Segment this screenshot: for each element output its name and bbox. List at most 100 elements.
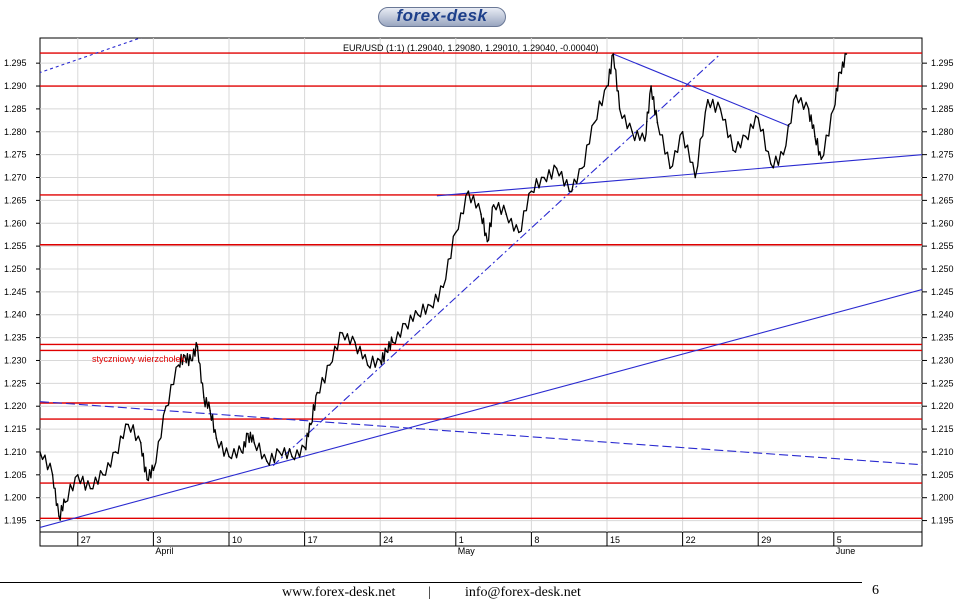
y-tick-label-left: 1.275 bbox=[4, 150, 27, 160]
price-point bbox=[253, 442, 255, 444]
y-tick-label: 1.230 bbox=[931, 355, 954, 365]
price-point bbox=[581, 167, 583, 170]
price-point bbox=[568, 190, 570, 193]
trendline bbox=[613, 53, 790, 127]
price-point bbox=[467, 190, 470, 193]
price-point bbox=[757, 117, 759, 119]
y-tick-label: 1.205 bbox=[931, 470, 954, 480]
footer-website[interactable]: www.forex-desk.net bbox=[282, 585, 396, 600]
y-tick-label: 1.225 bbox=[931, 378, 954, 388]
price-point bbox=[543, 176, 545, 179]
x-tick-label: 5 bbox=[837, 535, 842, 545]
price-point bbox=[329, 364, 331, 366]
price-point bbox=[58, 515, 60, 517]
y-tick-label-left: 1.250 bbox=[4, 264, 27, 274]
price-point bbox=[209, 409, 211, 412]
y-tick-label-left: 1.200 bbox=[4, 493, 27, 503]
price-point bbox=[366, 364, 369, 366]
x-tick-label: 8 bbox=[534, 535, 539, 545]
price-point bbox=[392, 341, 394, 343]
price-point bbox=[530, 190, 533, 193]
x-tick-label: 1 bbox=[459, 535, 464, 545]
y-tick-label-left: 1.195 bbox=[4, 516, 27, 526]
y-tick-label: 1.250 bbox=[931, 264, 954, 274]
price-point bbox=[341, 332, 344, 334]
price-point bbox=[140, 442, 142, 444]
trendline bbox=[40, 38, 142, 74]
price-point bbox=[442, 286, 445, 289]
price-point bbox=[807, 108, 810, 110]
y-tick-label: 1.290 bbox=[931, 81, 954, 91]
price-point bbox=[316, 391, 319, 394]
price-point bbox=[656, 121, 659, 124]
y-tick-label: 1.215 bbox=[931, 424, 954, 434]
y-tick-label-left: 1.215 bbox=[4, 424, 27, 434]
y-tick-label-left: 1.245 bbox=[4, 287, 27, 297]
price-point bbox=[89, 487, 92, 490]
price-point bbox=[127, 423, 129, 426]
price-point bbox=[707, 98, 709, 101]
trendline bbox=[40, 401, 922, 466]
x-month-label: May bbox=[458, 546, 476, 556]
y-tick-label: 1.270 bbox=[931, 173, 954, 183]
x-tick-label: 3 bbox=[156, 535, 161, 545]
x-tick-label: 17 bbox=[308, 535, 318, 545]
price-point bbox=[240, 451, 243, 453]
price-point bbox=[555, 167, 558, 170]
price-point bbox=[820, 158, 822, 161]
price-point bbox=[266, 460, 268, 462]
y-tick-label: 1.220 bbox=[931, 401, 954, 411]
price-point bbox=[429, 304, 432, 307]
price-point bbox=[102, 474, 104, 476]
price-point bbox=[618, 108, 621, 110]
y-tick-label: 1.245 bbox=[931, 287, 954, 297]
y-tick-label: 1.285 bbox=[931, 104, 954, 114]
y-tick-label-left: 1.205 bbox=[4, 470, 27, 480]
y-tick-label-left: 1.270 bbox=[4, 173, 27, 183]
y-tick-label-left: 1.255 bbox=[4, 241, 27, 251]
y-tick-label-left: 1.230 bbox=[4, 355, 27, 365]
footer-email[interactable]: info@forex-desk.net bbox=[465, 585, 581, 600]
x-month-label: April bbox=[155, 546, 173, 556]
y-tick-label: 1.275 bbox=[931, 150, 954, 160]
trendline bbox=[272, 53, 721, 467]
price-point bbox=[770, 162, 772, 165]
y-tick-label-left: 1.290 bbox=[4, 81, 27, 91]
price-point bbox=[505, 213, 508, 215]
x-month-label: June bbox=[836, 546, 856, 556]
y-tick-label-left: 1.285 bbox=[4, 104, 27, 114]
price-point bbox=[184, 355, 186, 357]
price-point bbox=[385, 350, 388, 353]
price-point bbox=[228, 455, 230, 458]
footer-separator: | bbox=[428, 585, 431, 600]
logo-text: forex-desk bbox=[396, 6, 488, 25]
price-point bbox=[694, 176, 696, 179]
x-tick-label: 10 bbox=[232, 535, 242, 545]
price-point bbox=[845, 53, 848, 55]
price-point bbox=[203, 396, 205, 398]
price-point bbox=[593, 121, 596, 124]
price-point bbox=[215, 437, 218, 440]
price-point bbox=[612, 53, 615, 55]
x-tick-label: 15 bbox=[610, 535, 620, 545]
price-point bbox=[814, 135, 816, 138]
price-point bbox=[833, 108, 835, 110]
price-point bbox=[795, 94, 797, 96]
price-point bbox=[177, 364, 180, 366]
price-point bbox=[518, 231, 520, 234]
x-axis-bar bbox=[39, 531, 923, 547]
price-point bbox=[114, 451, 117, 453]
y-tick-label: 1.280 bbox=[931, 127, 954, 137]
price-point bbox=[782, 153, 785, 156]
price-point bbox=[732, 149, 734, 151]
price-point bbox=[631, 130, 633, 133]
price-point bbox=[480, 213, 482, 215]
price-point bbox=[146, 478, 148, 481]
y-tick-label-left: 1.260 bbox=[4, 218, 27, 228]
y-tick-label: 1.295 bbox=[931, 58, 954, 68]
price-point bbox=[291, 455, 293, 458]
price-point bbox=[719, 108, 722, 110]
footer-divider bbox=[0, 582, 862, 583]
price-point bbox=[839, 71, 841, 74]
